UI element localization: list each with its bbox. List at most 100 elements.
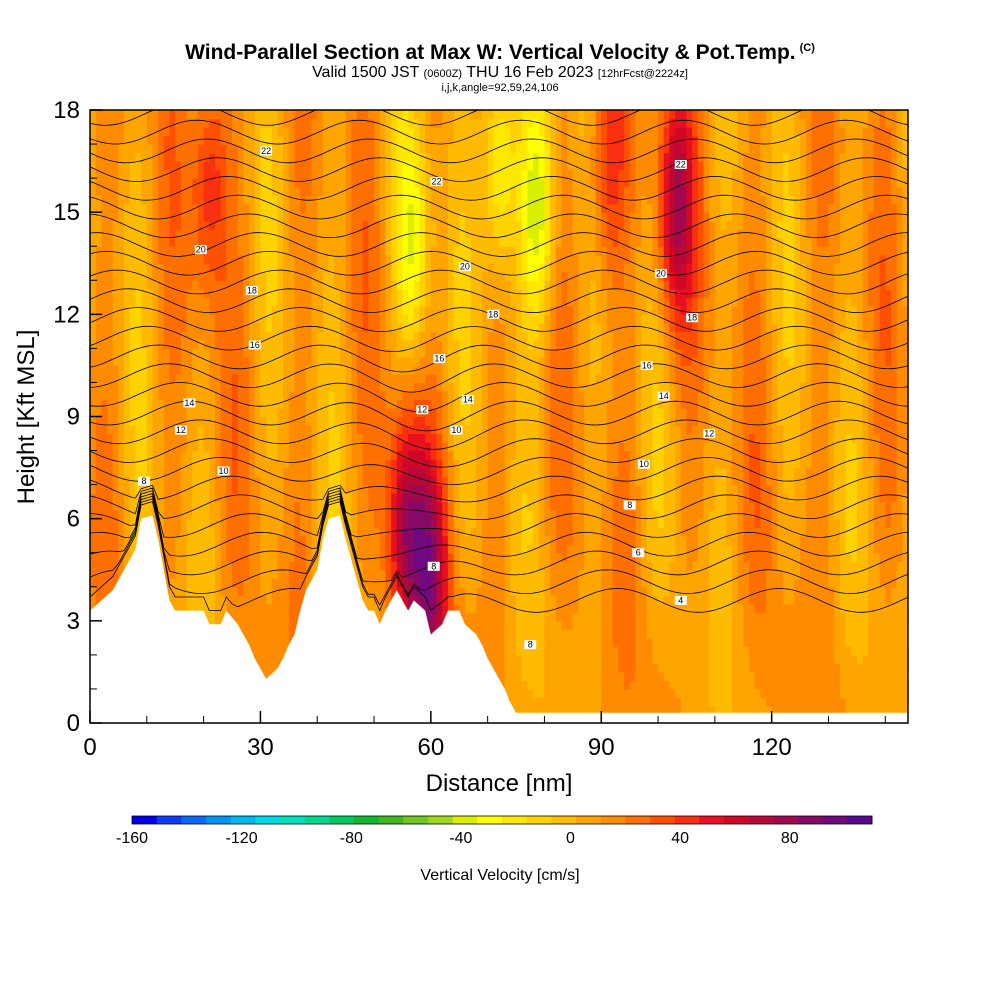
field-cell <box>107 212 114 222</box>
field-cell <box>305 203 313 213</box>
field-cell <box>192 178 199 188</box>
field-cell <box>362 135 369 145</box>
field-cell <box>413 212 421 222</box>
field-cell <box>374 552 381 562</box>
field-cell <box>396 144 404 154</box>
field-cell <box>436 501 443 511</box>
field-cell <box>124 297 131 307</box>
field-cell <box>243 501 250 511</box>
field-cell <box>283 493 290 503</box>
field-cell <box>345 501 352 511</box>
field-cell <box>249 407 256 418</box>
field-cell <box>260 425 267 435</box>
field-cell <box>203 271 210 281</box>
field-cell <box>271 152 279 162</box>
field-cell <box>209 603 216 613</box>
field-cell <box>237 348 244 358</box>
field-cell <box>402 450 409 460</box>
field-cell <box>197 442 205 452</box>
field-cell <box>351 442 358 452</box>
field-cell <box>124 246 131 256</box>
field-cell <box>232 263 239 273</box>
field-cell <box>254 246 262 256</box>
field-cell <box>237 544 244 554</box>
field-cell <box>311 544 318 554</box>
field-cell <box>226 246 233 256</box>
field-cell <box>163 365 171 375</box>
field-cell <box>158 203 165 213</box>
field-cell <box>436 212 443 222</box>
field-cell <box>203 297 210 307</box>
field-cell <box>186 365 193 375</box>
field-cell <box>192 493 199 503</box>
field-cell <box>351 280 358 290</box>
field-cell <box>152 407 159 418</box>
field-cell <box>374 476 381 486</box>
field-cell <box>419 450 426 460</box>
field-cell <box>430 544 438 554</box>
field-cell <box>226 603 233 613</box>
field-cell <box>362 237 369 247</box>
field-cell <box>192 595 199 605</box>
field-cell <box>356 178 364 188</box>
field-cell <box>470 578 477 588</box>
field-cell <box>430 280 438 290</box>
field-cell <box>112 518 119 528</box>
field-cell <box>345 425 352 435</box>
field-cell <box>107 467 114 477</box>
field-cell <box>419 527 426 537</box>
field-cell <box>311 382 318 392</box>
field-cell <box>311 356 318 367</box>
field-cell <box>266 527 273 537</box>
field-cell <box>430 127 438 137</box>
field-cell <box>192 169 199 179</box>
field-cell <box>135 186 142 196</box>
field-cell <box>339 220 347 230</box>
field-cell <box>328 501 335 511</box>
field-cell <box>271 212 279 222</box>
field-cell <box>288 246 296 256</box>
field-cell <box>322 263 330 273</box>
field-cell <box>425 263 432 273</box>
field-cell <box>413 220 421 230</box>
field-cell <box>101 450 108 460</box>
field-cell <box>447 271 455 281</box>
field-cell <box>356 271 364 281</box>
field-cell <box>305 501 313 511</box>
field-cell <box>129 510 137 520</box>
field-cell <box>203 118 210 128</box>
field-cell <box>271 195 279 205</box>
field-cell <box>220 186 227 196</box>
field-cell <box>419 467 426 477</box>
field-cell <box>351 527 358 537</box>
field-cell <box>345 152 352 162</box>
field-cell <box>345 416 352 426</box>
field-cell <box>180 305 188 315</box>
field-cell <box>232 365 239 375</box>
field-cell <box>158 544 165 554</box>
field-cell <box>118 263 125 273</box>
field-cell <box>266 348 273 358</box>
field-cell <box>436 595 443 605</box>
field-cell <box>345 186 352 196</box>
field-cell <box>374 382 381 392</box>
field-cell <box>419 220 426 230</box>
field-cell <box>180 527 188 537</box>
field-cell <box>203 501 210 511</box>
field-cell <box>345 518 352 528</box>
field-cell <box>470 288 477 298</box>
field-cell <box>232 314 239 324</box>
field-cell <box>254 178 262 188</box>
field-cell <box>288 237 296 247</box>
field-cell <box>362 339 369 349</box>
field-cell <box>124 263 131 273</box>
field-cell <box>311 178 318 188</box>
field-cell <box>294 314 301 324</box>
field-cell <box>385 161 392 171</box>
field-cell <box>379 561 386 571</box>
field-cell <box>413 433 421 443</box>
field-cell <box>425 229 432 239</box>
field-cell <box>90 569 97 579</box>
field-cell <box>90 586 97 596</box>
field-cell <box>141 416 148 426</box>
